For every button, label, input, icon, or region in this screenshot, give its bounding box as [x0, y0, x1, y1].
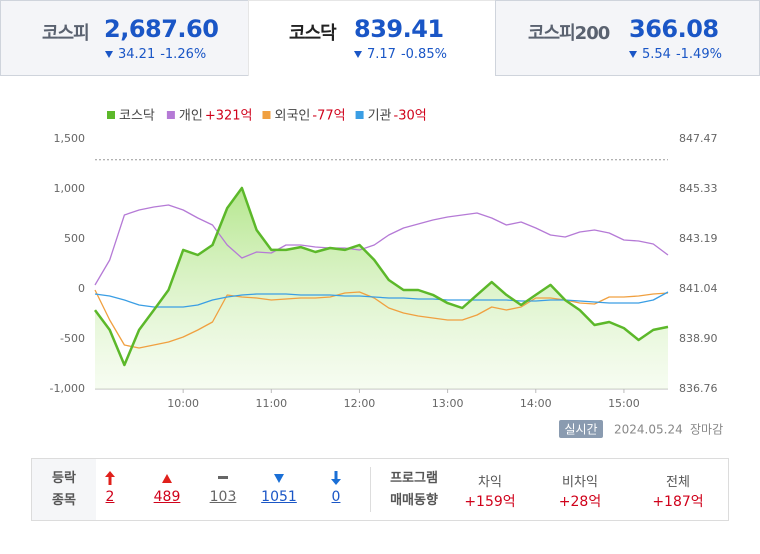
y-tick-label: 0 [78, 282, 85, 295]
item-name: 비차익 [562, 475, 598, 490]
legend-swatch [166, 111, 175, 119]
y-tick-label: -500 [60, 332, 85, 345]
series-line [94, 289, 669, 349]
x-tick-label: 14:00 [520, 397, 552, 410]
series-line [94, 291, 669, 308]
rate: -0.85% [400, 47, 447, 62]
series-line [94, 204, 669, 286]
legend-name: 외국인 [274, 109, 310, 124]
count[interactable]: 103 [209, 489, 237, 505]
change: 7.17 [367, 47, 396, 62]
tab-value: 2,687.60 [104, 15, 219, 43]
y2-tick-label: 838.90 [679, 332, 718, 345]
tab-change: 34.21 -1.26% [105, 47, 206, 62]
label: 종목 [52, 493, 76, 508]
rate: -1.26% [160, 47, 207, 62]
y-tick-label: -1,000 [50, 382, 85, 395]
y-tick-label: 1,000 [54, 182, 86, 195]
x-tick-label: 11:00 [255, 397, 287, 410]
change: 34.21 [118, 47, 156, 62]
tab[interactable]: 코스피200 366.08 5.54 -1.49% [495, 0, 760, 76]
item-value: +187억 [652, 494, 704, 510]
rate: -1.49% [675, 47, 722, 62]
tab-name: 코스닥 [289, 23, 337, 44]
tab[interactable]: 코스닥 839.41 7.17 -0.85% [248, 0, 496, 76]
y-tick-label: 500 [64, 232, 85, 245]
limit-up-icon [105, 471, 115, 485]
badge-bg [559, 420, 603, 438]
count[interactable]: 0 [331, 489, 341, 505]
count[interactable]: 1051 [261, 489, 297, 505]
badge: 실시간 [564, 423, 597, 437]
item-name: 차익 [478, 475, 502, 490]
legend-name: 코스닥 [119, 109, 155, 124]
y-tick-label: 1,500 [54, 132, 86, 145]
tab-name: 코스피 [42, 23, 90, 44]
count[interactable]: 489 [153, 489, 181, 505]
x-tick-label: 12:00 [344, 397, 376, 410]
date: 2024.05.24 [614, 423, 683, 437]
legend-total: -30억 [394, 109, 427, 124]
up-icon [162, 474, 172, 483]
y2-tick-label: 843.19 [679, 232, 718, 245]
legend-swatch [355, 111, 364, 119]
state: 장마감 [690, 423, 723, 437]
change: 5.54 [642, 47, 671, 62]
limit-down-icon [331, 471, 341, 485]
item-value: +159억 [464, 494, 516, 510]
legend-total: +321억 [205, 109, 253, 124]
count[interactable]: 2 [105, 489, 115, 505]
tab-change: 5.54 -1.49% [629, 47, 722, 62]
item-name: 전체 [666, 475, 690, 490]
label: 등락 [52, 471, 76, 486]
y2-tick-label: 847.47 [679, 132, 718, 145]
y2-tick-label: 841.04 [679, 282, 718, 295]
chart: 실시간 2024.05.24 장마감 -1,000 -500 0 500 1,000 1,… [50, 109, 723, 438]
label: 매매동향 [390, 493, 438, 508]
item-value: +28억 [558, 494, 602, 510]
legend-swatch [262, 111, 271, 119]
tab-name: 코스피200 [528, 23, 610, 44]
divider [370, 467, 371, 512]
x-tick-label: 15:00 [608, 397, 640, 410]
x-tick-label: 13:00 [432, 397, 464, 410]
tab-change: 7.17 -0.85% [354, 47, 447, 62]
legend-swatch [107, 111, 115, 119]
x-tick-label: 10:00 [167, 397, 199, 410]
label: 프로그램 [390, 471, 438, 486]
legend-name: 개인 [179, 109, 203, 124]
legend-total: -77억 [312, 109, 345, 124]
flat-icon [218, 476, 228, 479]
y2-tick-label: 836.76 [679, 382, 718, 395]
y2-tick-label: 845.33 [679, 182, 718, 195]
legend-name: 기관 [368, 109, 392, 124]
tab-value: 366.08 [629, 15, 719, 43]
tab-value: 839.41 [354, 15, 444, 43]
down-icon [274, 474, 284, 483]
series-line [93, 186, 669, 367]
tab[interactable]: 코스피 2,687.60 34.21 -1.26% [0, 0, 249, 76]
area [95, 188, 668, 389]
